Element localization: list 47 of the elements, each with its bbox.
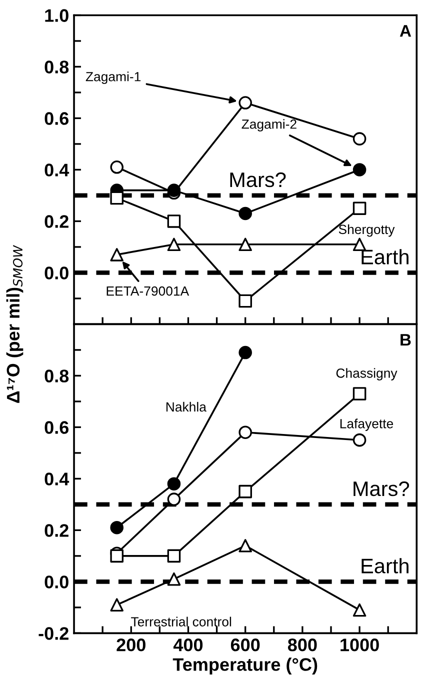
text: Zagami-2 bbox=[242, 119, 296, 132]
point bbox=[238, 538, 252, 552]
y-tick-label: 0.4 bbox=[44, 472, 70, 486]
point bbox=[352, 387, 366, 400]
ref-line-label: Earth bbox=[362, 558, 408, 574]
y-tick-label: 0.0 bbox=[44, 266, 68, 280]
x-tick-label: 800 bbox=[288, 638, 317, 652]
y-tick-label: 0.2 bbox=[44, 215, 68, 228]
point bbox=[110, 248, 124, 262]
point bbox=[238, 484, 252, 498]
y-tick-label: 0.8 bbox=[44, 60, 69, 74]
y-tick-label: 0.6 bbox=[44, 112, 69, 125]
text: Zagami-1 bbox=[86, 72, 141, 84]
chart-title: B bbox=[400, 334, 411, 346]
point bbox=[352, 202, 366, 215]
series-label: Shergotty bbox=[338, 224, 395, 237]
y-tick-label: 0.4 bbox=[44, 164, 70, 176]
series-label: Nakhla bbox=[166, 402, 206, 412]
y-tick-label: -0.2 bbox=[38, 627, 68, 640]
point bbox=[167, 214, 181, 228]
y-tick-label: 0.0 bbox=[44, 576, 68, 588]
ref-line-label: Mars? bbox=[354, 481, 410, 496]
series-label: Terrestrial control bbox=[131, 616, 232, 626]
ref-line-label: Mars? bbox=[230, 172, 286, 188]
series-label: Lafayette bbox=[340, 418, 394, 431]
y-tick-label: 0.2 bbox=[44, 524, 68, 537]
x-tick-label: 1000 bbox=[340, 638, 379, 652]
x-tick-label: 200 bbox=[116, 638, 146, 652]
y-tick-label: 1.0 bbox=[45, 9, 68, 22]
x-tick-label: 400 bbox=[173, 638, 203, 652]
x-axis-title: Temperature (°C) bbox=[172, 658, 318, 674]
point bbox=[110, 598, 124, 612]
y-tick-label: 0.8 bbox=[44, 370, 69, 382]
point bbox=[167, 572, 181, 586]
point bbox=[167, 549, 181, 563]
series-label: Chassigny bbox=[336, 368, 398, 380]
y-axis-title: Δ¹⁷O (per mil)$_{SMOW}$ bbox=[6, 244, 24, 403]
point bbox=[167, 238, 181, 252]
ref-line-label: Earth bbox=[362, 249, 408, 264]
point bbox=[352, 603, 366, 617]
point bbox=[110, 191, 124, 205]
y-tick-label: 0.6 bbox=[44, 421, 69, 434]
legend-label: EETA-79001A bbox=[106, 286, 190, 296]
chart-title: A bbox=[400, 25, 412, 37]
point bbox=[238, 238, 252, 252]
x-tick-label: 600 bbox=[230, 638, 260, 652]
point bbox=[238, 294, 252, 308]
